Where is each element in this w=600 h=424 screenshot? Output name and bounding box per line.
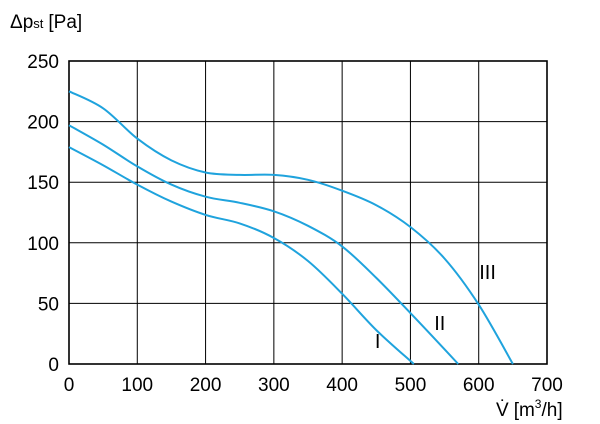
- y-tick-label: 0: [48, 355, 59, 376]
- y-axis-title-sub: st: [33, 16, 44, 31]
- y-tick-label: 200: [27, 113, 59, 134]
- y-tick-label: 250: [27, 52, 59, 73]
- grid: [68, 60, 548, 365]
- curve-I: [68, 146, 415, 365]
- curve-II: [68, 124, 459, 365]
- x-axis-title-unit-sup: 3: [535, 397, 542, 411]
- x-tick-label: 400: [326, 375, 358, 396]
- curves: [68, 90, 514, 365]
- x-tick-label: 200: [190, 375, 222, 396]
- x-axis-title-unit-pre: [m: [514, 400, 535, 421]
- x-axis-title-main: V̇: [496, 400, 509, 421]
- tick-labels: 0 100 200 300 400 500 600 700 0 50 100 150 200 250: [27, 52, 563, 396]
- y-tick-label: 150: [27, 173, 59, 194]
- x-tick-label: 600: [463, 375, 495, 396]
- curve-label-II: II: [434, 313, 445, 335]
- x-axis-title: V̇ [m3/h]: [496, 397, 563, 421]
- x-tick-label: 500: [395, 375, 427, 396]
- curve-label-I: I: [375, 331, 381, 353]
- plot-frame: [68, 60, 548, 365]
- y-axis-title-main: Δp: [10, 12, 33, 33]
- x-axis-title-unit-post: /h]: [541, 400, 562, 421]
- curve-III: [68, 90, 514, 365]
- x-tick-label: 700: [531, 375, 563, 396]
- y-axis-title: Δpst [Pa]: [10, 12, 82, 33]
- x-tick-label: 300: [258, 375, 290, 396]
- y-tick-label: 50: [38, 294, 59, 315]
- x-tick-label: 0: [64, 375, 75, 396]
- curve-label-III: III: [479, 262, 496, 284]
- y-tick-label: 100: [27, 234, 59, 255]
- x-tick-label: 100: [121, 375, 153, 396]
- y-axis-title-unit: [Pa]: [48, 12, 82, 33]
